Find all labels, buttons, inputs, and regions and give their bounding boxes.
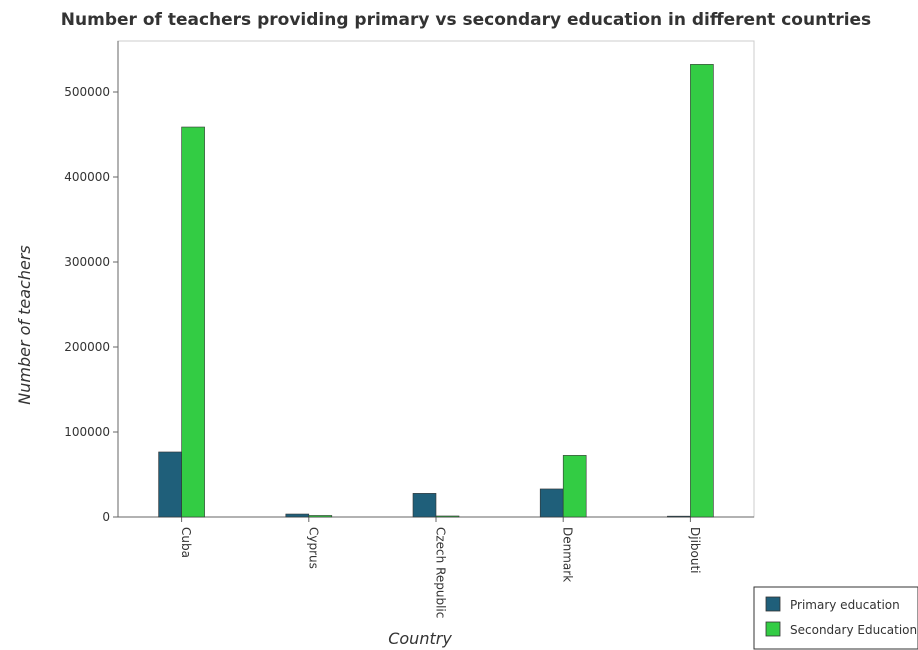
bar-secondary-denmark: [562, 455, 587, 518]
y-tick-label: 0: [102, 510, 110, 524]
y-tick-label: 500000: [64, 85, 110, 99]
bar-secondary-djibouti: [690, 64, 714, 518]
x-tick-label: Cuba: [179, 527, 193, 558]
bar-primary-djibouti: [667, 515, 691, 518]
y-ticks: 0 100000 200000 300000 400000 500000: [64, 85, 118, 524]
bar-secondary-cuba: [181, 126, 205, 518]
x-tick-label: Czech Republic: [434, 527, 448, 618]
plot-frame: [117, 40, 755, 518]
chart-title: Number of teachers providing primary vs …: [61, 10, 871, 30]
bar-secondary-czech-republic: [435, 515, 460, 518]
bar-primary-cuba: [158, 451, 182, 518]
bar-primary-czech-republic: [412, 493, 437, 518]
legend-swatch-secondary: [765, 621, 781, 637]
x-tick-label: Djibouti: [688, 527, 702, 574]
bar-primary-cyprus: [285, 513, 310, 518]
legend: Primary education Secondary Education: [753, 586, 918, 650]
y-tick-label: 300000: [64, 255, 110, 269]
x-axis-label: Country: [388, 629, 452, 648]
legend-label-secondary: Secondary Education: [790, 623, 917, 637]
y-tick-label: 200000: [64, 340, 110, 354]
bars: [158, 64, 714, 518]
y-tick-label: 100000: [64, 425, 110, 439]
x-tick-label: Cyprus: [306, 527, 320, 569]
legend-label-primary: Primary education: [790, 598, 900, 612]
y-tick-label: 400000: [64, 170, 110, 184]
legend-box: [753, 586, 918, 650]
legend-swatch-primary: [765, 596, 781, 612]
bar-secondary-cyprus: [308, 515, 333, 518]
x-tick-label: Denmark: [561, 527, 575, 582]
bar-primary-denmark: [539, 488, 564, 518]
y-axis-label: Number of teachers: [15, 245, 34, 404]
x-ticks: Cuba Cyprus Czech Republic Denmark Djibouti: [179, 517, 702, 618]
